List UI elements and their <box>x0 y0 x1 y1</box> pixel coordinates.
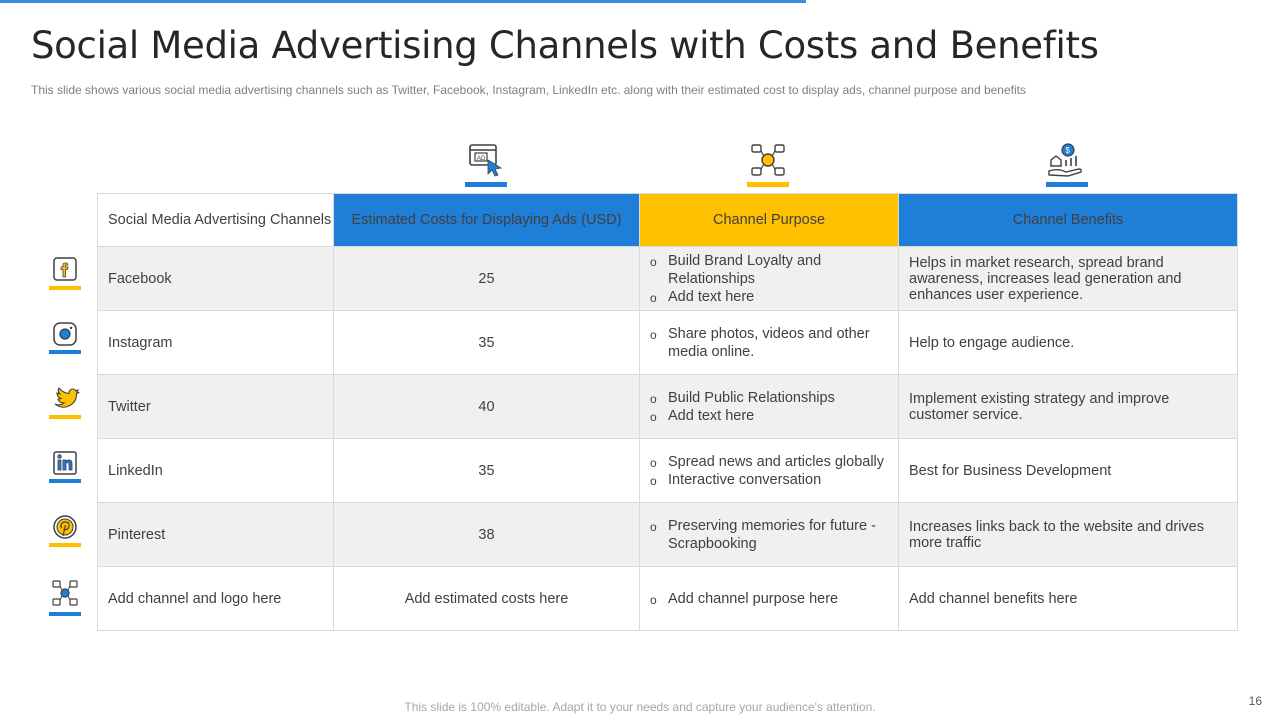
svg-text:$: $ <box>1066 146 1071 155</box>
channel-purpose: Share photos, videos and other media onl… <box>639 310 899 375</box>
channel-name: LinkedIn <box>97 438 334 503</box>
channel-cost: Add estimated costs here <box>333 566 640 631</box>
twitter-icon <box>54 387 80 408</box>
channel-cost: 40 <box>333 374 640 439</box>
cost-header-bar <box>465 182 507 187</box>
header-benefits: Channel Benefits <box>898 193 1238 247</box>
channel-benefits: Help to engage audience. <box>898 310 1238 375</box>
purpose-item: Add text here <box>650 407 888 426</box>
channel-purpose: Build Public Relationships Add text here <box>639 374 899 439</box>
linkedin-icon <box>53 451 77 475</box>
channel-benefits: Add channel benefits here <box>898 566 1238 631</box>
purpose-item: Build Brand Loyalty and Relationships <box>650 252 888 288</box>
benefits-header-bar <box>1046 182 1088 187</box>
pinterest-accent-bar <box>49 543 81 547</box>
channel-purpose: Preserving memories for future - Scrapbo… <box>639 502 899 567</box>
twitter-accent-bar <box>49 415 81 419</box>
table-row: Add channel and logo here Add estimated … <box>97 566 1238 631</box>
custom-channel-accent-bar <box>49 612 81 616</box>
channel-name: Add channel and logo here <box>97 566 334 631</box>
header-channel: Social Media Advertising Channels <box>97 193 334 247</box>
purpose-item: Add text here <box>650 288 888 307</box>
channels-table: Social Media Advertising Channels Estima… <box>97 193 1238 631</box>
table-row: Pinterest 38 Preserving memories for fut… <box>97 502 1238 567</box>
channel-cost: 35 <box>333 310 640 375</box>
channel-name: Pinterest <box>97 502 334 567</box>
channel-cost: 38 <box>333 502 640 567</box>
social-network-icon <box>52 580 78 606</box>
header-purpose: Channel Purpose <box>639 193 899 247</box>
channel-benefits: Helps in market research, spread brand a… <box>898 246 1238 311</box>
table-row: Instagram 35 Share photos, videos and ot… <box>97 310 1238 375</box>
channel-benefits: Implement existing strategy and improve … <box>898 374 1238 439</box>
benefit-hand-icon: $ <box>1048 143 1082 177</box>
channel-cost: 35 <box>333 438 640 503</box>
purpose-item: Add channel purpose here <box>650 590 888 609</box>
slide-subtitle: This slide shows various social media ad… <box>31 83 1026 97</box>
channel-benefits: Best for Business Development <box>898 438 1238 503</box>
network-icon <box>751 144 785 176</box>
channel-purpose: Add channel purpose here <box>639 566 899 631</box>
linkedin-accent-bar <box>49 479 81 483</box>
header-cost: Estimated Costs for Displaying Ads (USD) <box>333 193 640 247</box>
instagram-icon <box>53 322 77 346</box>
footer-note: This slide is 100% editable. Adapt it to… <box>404 700 876 714</box>
pinterest-icon <box>53 515 77 539</box>
channel-cost: 25 <box>333 246 640 311</box>
table-row: Facebook 25 Build Brand Loyalty and Rela… <box>97 246 1238 311</box>
page-number: 16 <box>1248 694 1262 708</box>
table-row: Twitter 40 Build Public Relationships Ad… <box>97 374 1238 439</box>
purpose-item: Build Public Relationships <box>650 389 888 408</box>
channel-purpose: Spread news and articles globally Intera… <box>639 438 899 503</box>
purpose-item: Share photos, videos and other media onl… <box>650 325 888 361</box>
slide-title: Social Media Advertising Channels with C… <box>31 24 1099 67</box>
channel-name: Instagram <box>97 310 334 375</box>
channel-name: Twitter <box>97 374 334 439</box>
purpose-item: Preserving memories for future - Scrapbo… <box>650 517 888 553</box>
purpose-item: Interactive conversation <box>650 471 888 490</box>
ad-click-icon: AD <box>469 144 503 177</box>
table-row: LinkedIn 35 Spread news and articles glo… <box>97 438 1238 503</box>
channel-benefits: Increases links back to the website and … <box>898 502 1238 567</box>
instagram-accent-bar <box>49 350 81 354</box>
facebook-icon <box>53 257 77 281</box>
purpose-header-bar <box>747 182 789 187</box>
table-header-row: Social Media Advertising Channels Estima… <box>97 193 1238 247</box>
facebook-accent-bar <box>49 286 81 290</box>
svg-text:AD: AD <box>477 156 486 162</box>
channel-purpose: Build Brand Loyalty and Relationships Ad… <box>639 246 899 311</box>
purpose-item: Spread news and articles globally <box>650 453 888 472</box>
top-accent-bar <box>0 0 806 3</box>
channel-name: Facebook <box>97 246 334 311</box>
